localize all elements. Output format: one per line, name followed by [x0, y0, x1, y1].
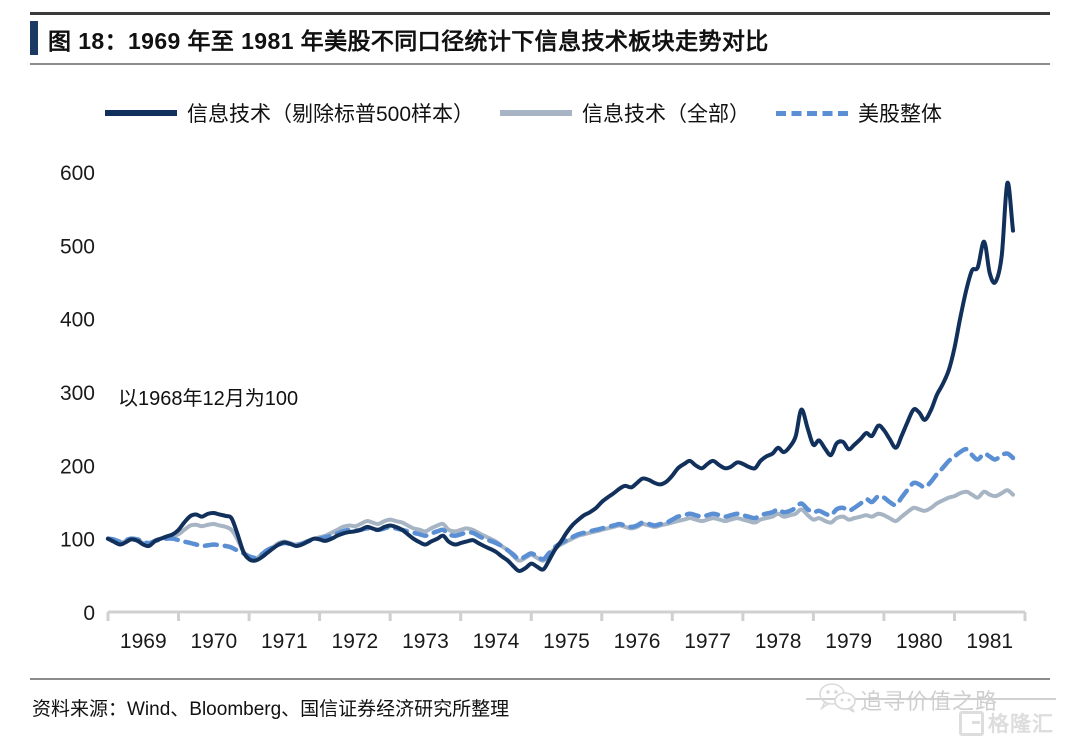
x-axis-tick-labels: 1969 1970 1971 1972 1973 1974 1975 1976 1977 1978… [120, 630, 1013, 653]
x-tick-label: 1972 [332, 630, 379, 653]
y-tick-label: 400 [60, 309, 95, 332]
axis-lines [106, 610, 1027, 621]
title-bottom-rule [30, 63, 1050, 65]
brand-mark-icon [959, 710, 984, 736]
y-tick-label: 500 [60, 235, 95, 258]
watermark-rule [806, 698, 1056, 700]
legend-item-tech-all[interactable]: 信息技术（全部） [500, 98, 750, 128]
legend-label-us-market: 美股整体 [858, 103, 943, 126]
y-tick-label: 200 [60, 455, 95, 478]
title-top-rule [30, 12, 1050, 15]
footer-rule [30, 678, 1050, 680]
x-tick-label: 1973 [402, 630, 449, 653]
y-tick-label: 300 [60, 382, 95, 405]
x-tick-label: 1977 [684, 630, 731, 653]
x-tick-label: 1969 [120, 630, 167, 653]
x-tick-label: 1978 [755, 630, 802, 653]
watermark: 追寻价值之路 格隆汇 [806, 672, 1056, 736]
x-tick-label: 1975 [543, 630, 590, 653]
x-tick-label: 1974 [473, 630, 520, 653]
legend-label-tech-all: 信息技术（全部） [582, 103, 751, 126]
chart-area: 0 100 200 300 400 500 600 1969 1970 1971 1972 1973… [0, 140, 1080, 660]
data-series-paths [105, 180, 1016, 573]
watermark-brand: 格隆汇 [959, 708, 1054, 736]
x-tick-label: 1971 [261, 630, 308, 653]
page-title: 图 18：1969 年至 1981 年美股不同口径统计下信息技术板块走势对比 [48, 28, 769, 54]
x-tick-label: 1976 [614, 630, 661, 653]
line-chart: 0 100 200 300 400 500 600 1969 1970 1971 1972 1973… [60, 162, 1027, 653]
legend-item-tech-ex-sp500[interactable]: 信息技术（剔除标普500样本） [105, 98, 474, 128]
chart-legend: 信息技术（剔除标普500样本） 信息技术（全部） 美股整体 [105, 98, 942, 128]
y-tick-label: 100 [60, 529, 95, 552]
watermark-account-name: 追寻价值之路 [860, 689, 999, 714]
x-tick-label: 1979 [825, 630, 872, 653]
legend-swatch-dashed-line-icon [776, 110, 849, 116]
watermark-brand-text: 格隆汇 [988, 713, 1054, 736]
legend-item-us-market[interactable]: 美股整体 [776, 98, 942, 128]
chart-annotation: 以1968年12月为100 [118, 387, 298, 410]
y-tick-label: 0 [83, 602, 95, 625]
source-note: 资料来源：Wind、Bloomberg、国信证券经济研究所整理 [32, 699, 510, 720]
y-tick-label: 600 [60, 162, 95, 185]
series-line [106, 180, 1016, 573]
legend-label-tech-ex-sp500: 信息技术（剔除标普500样本） [187, 103, 475, 126]
legend-swatch-line-icon [500, 110, 573, 116]
title-accent-bar [30, 21, 38, 55]
x-tick-label: 1970 [190, 630, 237, 653]
x-tick-label: 1981 [966, 630, 1013, 653]
legend-swatch-line-icon [105, 110, 177, 116]
wechat-icon [819, 683, 856, 713]
y-axis-tick-labels: 0 100 200 300 400 500 600 [60, 162, 95, 625]
x-tick-label: 1980 [896, 630, 943, 653]
